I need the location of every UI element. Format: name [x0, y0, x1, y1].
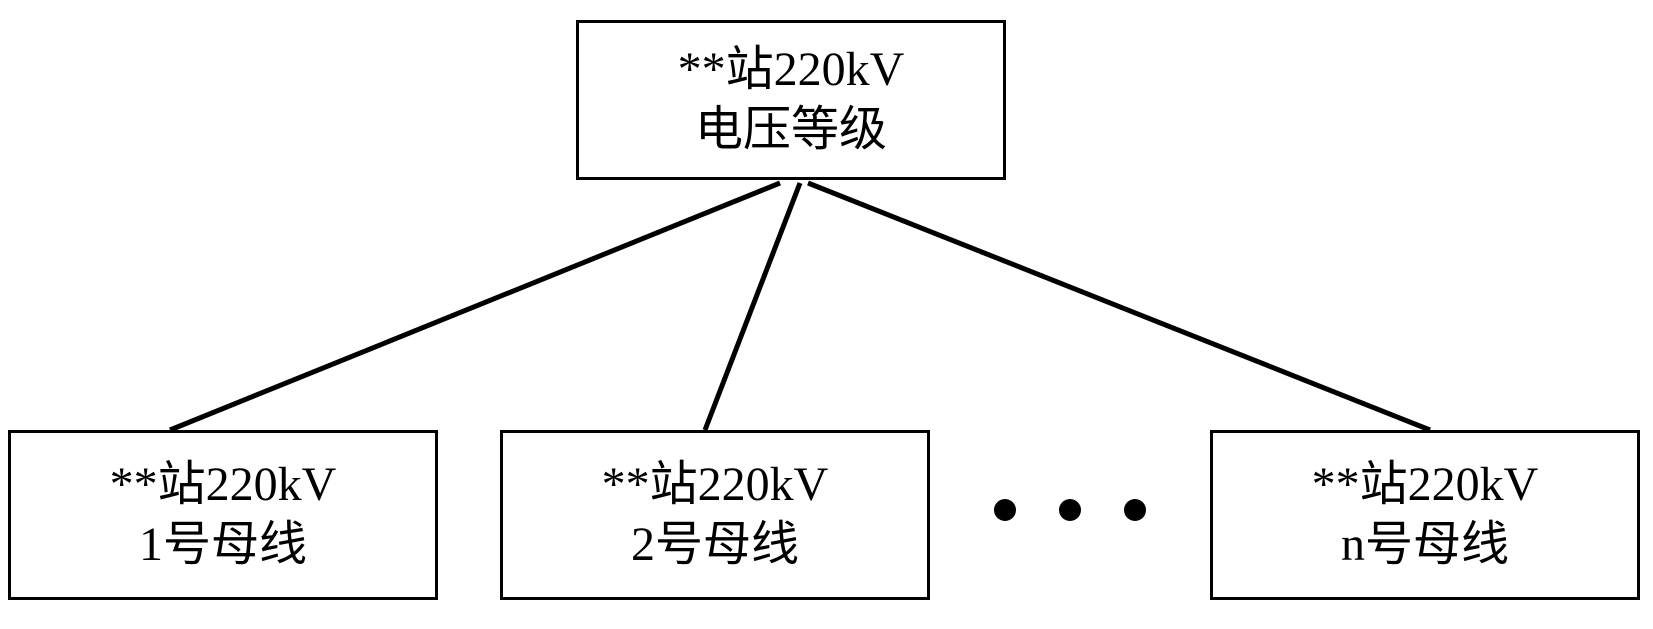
root-line1: **站220kV	[678, 40, 905, 100]
edge-root-c2	[705, 183, 800, 430]
child1-line1: **站220kV	[110, 455, 337, 515]
childn-line2: n号母线	[1341, 515, 1509, 575]
ellipsis-dot-1	[994, 499, 1016, 521]
child-node-n: **站220kV n号母线	[1210, 430, 1640, 600]
childn-line1: **站220kV	[1312, 455, 1539, 515]
root-line2: 电压等级	[695, 100, 887, 160]
child1-line2: 1号母线	[139, 515, 307, 575]
child2-line2: 2号母线	[631, 515, 799, 575]
edge-root-c1	[170, 183, 780, 430]
tree-diagram: **站220kV 电压等级 **站220kV 1号母线 **站220kV 2号母…	[0, 0, 1653, 629]
edge-root-c3	[808, 183, 1430, 430]
root-node: **站220kV 电压等级	[576, 20, 1006, 180]
ellipsis-dot-3	[1124, 499, 1146, 521]
child2-line1: **站220kV	[602, 455, 829, 515]
ellipsis-dot-2	[1059, 499, 1081, 521]
child-node-2: **站220kV 2号母线	[500, 430, 930, 600]
child-node-1: **站220kV 1号母线	[8, 430, 438, 600]
